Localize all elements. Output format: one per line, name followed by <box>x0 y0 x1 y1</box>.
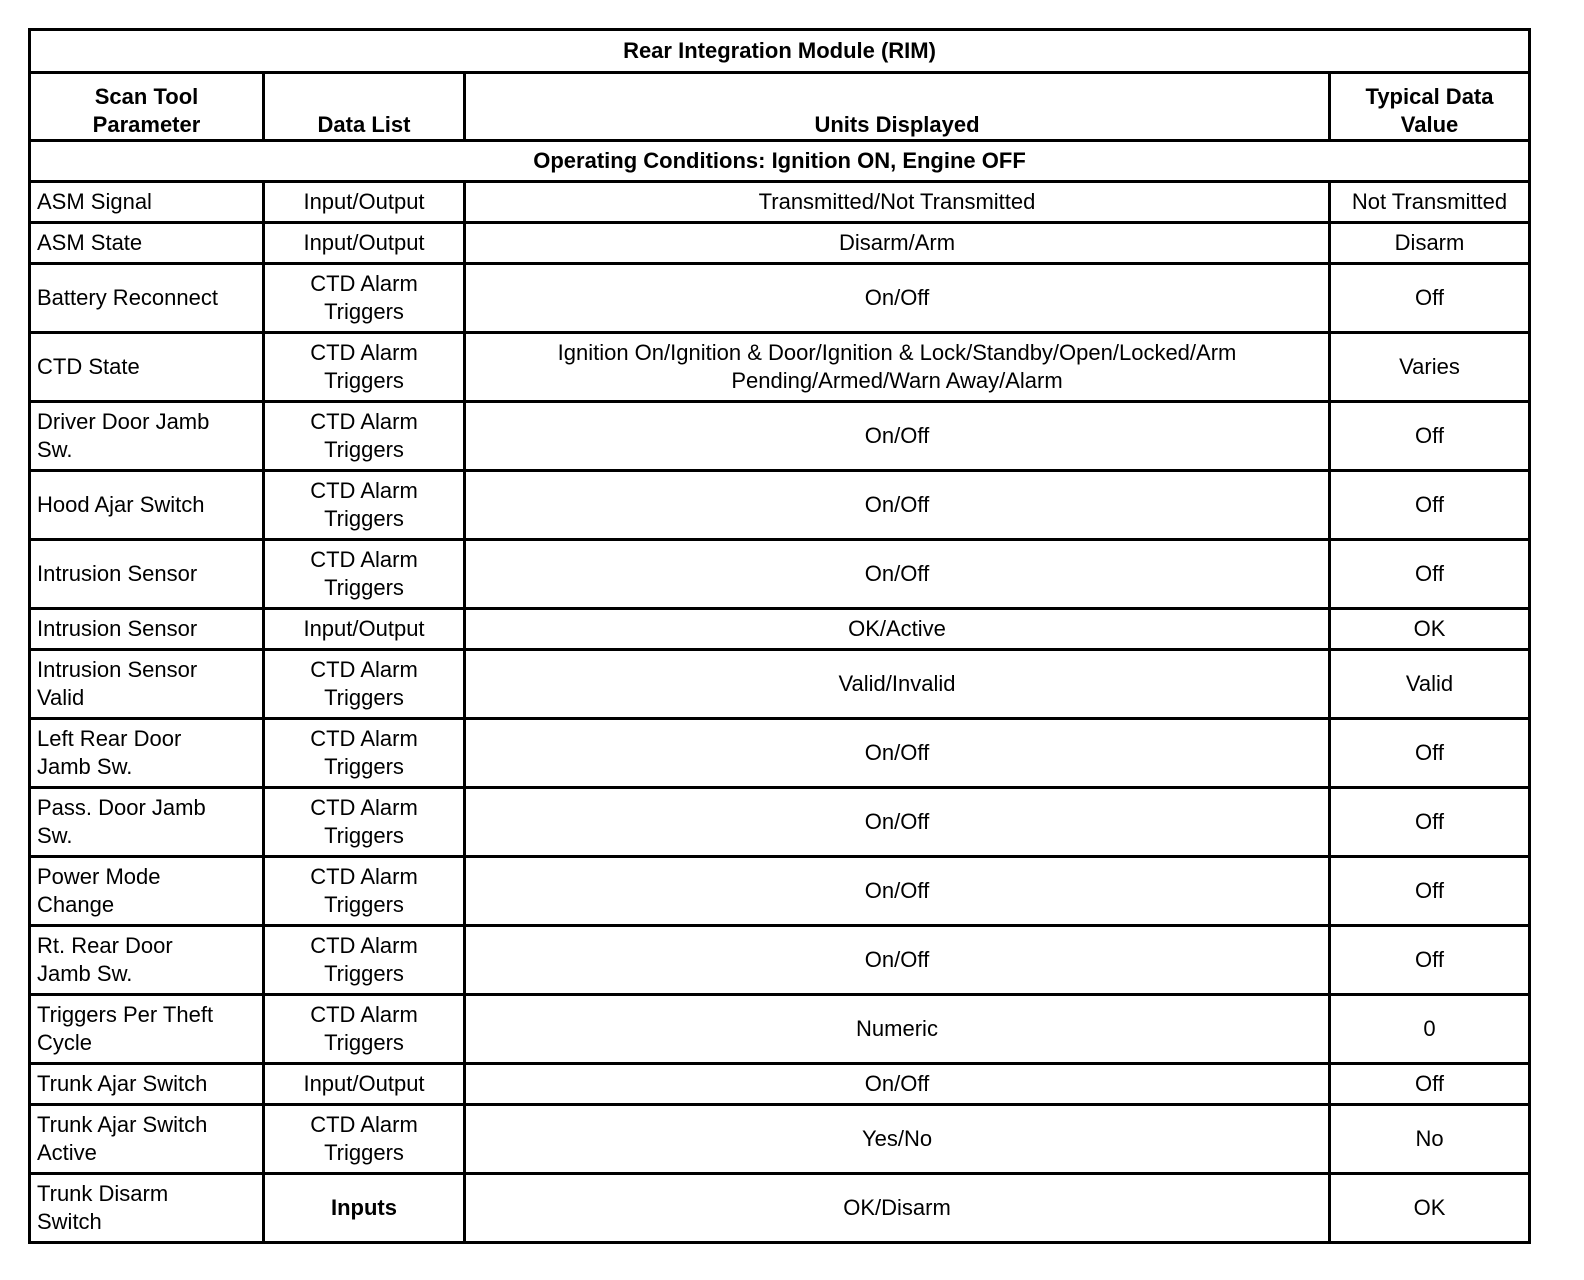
table-cell: Intrusion Sensor Valid <box>28 648 265 720</box>
table-cell: CTD Alarm Triggers <box>262 331 466 403</box>
table-cell: Varies <box>1327 331 1532 403</box>
table-cell: On/Off <box>463 469 1331 541</box>
table-cell: Disarm <box>1327 221 1532 265</box>
title-row: Rear Integration Module (RIM) <box>27 28 1532 74</box>
table-cell: Trunk Ajar Switch Active <box>28 1103 265 1175</box>
table-cell: Off <box>1327 717 1532 789</box>
data-row: Trunk Disarm Switch Inputs OK/Disarm OK <box>28 1172 1532 1244</box>
table-cell: Rt. Rear Door Jamb Sw. <box>28 924 265 996</box>
table-cell: Input/Output <box>262 607 466 651</box>
table-cell: Trunk Ajar Switch <box>28 1062 265 1106</box>
table-cell: CTD Alarm Triggers <box>262 648 466 720</box>
table-cell: Off <box>1327 924 1532 996</box>
table-cell: Yes/No <box>463 1103 1331 1175</box>
table-cell: On/Off <box>463 786 1331 858</box>
table-cell: Intrusion Sensor <box>28 607 265 651</box>
table-cell: ASM State <box>28 221 265 265</box>
data-row: Rt. Rear Door Jamb Sw. CTD Alarm Triggers… <box>28 924 1532 996</box>
header-cell: Data List <box>262 71 466 142</box>
table-cell: Input/Output <box>262 221 466 265</box>
table-title: Rear Integration Module (RIM) <box>27 28 1532 74</box>
data-row: Intrusion Sensor Valid CTD Alarm Triggers… <box>28 648 1532 720</box>
data-row: Power Mode Change CTD Alarm Triggers On/Of… <box>28 855 1532 927</box>
table-cell: Valid <box>1327 648 1532 720</box>
table-cell: OK/Disarm <box>463 1172 1331 1244</box>
header-row: Scan Tool Parameter Data List Units Displa… <box>28 71 1532 142</box>
table-cell: Disarm/Arm <box>463 221 1331 265</box>
table-cell: Ignition On/Ignition & Door/Ignition & L… <box>463 331 1331 403</box>
table-cell: OK/Active <box>463 607 1331 651</box>
table-body: Rear Integration Module (RIM) Scan Tool … <box>27 28 1532 1244</box>
table-cell: On/Off <box>463 855 1331 927</box>
table-cell: OK <box>1327 607 1532 651</box>
table-cell: CTD Alarm Triggers <box>262 469 466 541</box>
table-cell: Not Transmitted <box>1327 180 1532 224</box>
table-cell: CTD Alarm Triggers <box>262 786 466 858</box>
table-cell: CTD Alarm Triggers <box>262 1103 466 1175</box>
table-cell: On/Off <box>463 538 1331 610</box>
header-cell: Typical Data Value <box>1327 71 1532 142</box>
table-cell: Off <box>1327 469 1532 541</box>
table-cell: Off <box>1327 1062 1532 1106</box>
data-row: Hood Ajar Switch CTD Alarm Triggers On/Off… <box>28 469 1532 541</box>
condition-row: Operating Conditions: Ignition ON, Engin… <box>27 139 1532 183</box>
table-cell: CTD Alarm Triggers <box>262 262 466 334</box>
data-table: Rear Integration Module (RIM) Scan Tool … <box>27 28 1532 1244</box>
table-cell: Valid/Invalid <box>463 648 1331 720</box>
table-cell: On/Off <box>463 924 1331 996</box>
table-cell: Off <box>1327 855 1532 927</box>
table-cell: CTD Alarm Triggers <box>262 400 466 472</box>
table-cell: Off <box>1327 262 1532 334</box>
table-cell: Intrusion Sensor <box>28 538 265 610</box>
table-cell: CTD Alarm Triggers <box>262 717 466 789</box>
table-cell: 0 <box>1327 993 1532 1065</box>
header-cell: Units Displayed <box>463 71 1331 142</box>
data-row: ASM State Input/Output Disarm/Arm Disarm <box>28 221 1532 265</box>
table-cell: CTD Alarm Triggers <box>262 538 466 610</box>
table-cell: Left Rear Door Jamb Sw. <box>28 717 265 789</box>
table-cell: Input/Output <box>262 180 466 224</box>
table-cell: Trunk Disarm Switch <box>28 1172 265 1244</box>
data-row: Driver Door Jamb Sw. CTD Alarm Triggers On… <box>28 400 1532 472</box>
condition-cell: Operating Conditions: Ignition ON, Engin… <box>27 139 1532 183</box>
table-cell: Off <box>1327 786 1532 858</box>
table-cell: Power Mode Change <box>28 855 265 927</box>
table-cell: CTD Alarm Triggers <box>262 924 466 996</box>
table-cell: Triggers Per Theft Cycle <box>28 993 265 1065</box>
table-cell: Transmitted/Not Transmitted <box>463 180 1331 224</box>
table-cell: CTD State <box>28 331 265 403</box>
data-row: CTD State CTD Alarm Triggers Ignition On/I… <box>28 331 1532 403</box>
table-cell: Off <box>1327 538 1532 610</box>
data-row: Intrusion Sensor CTD Alarm Triggers On/Off… <box>28 538 1532 610</box>
data-row: ASM Signal Input/Output Transmitted/Not Tr… <box>28 180 1532 224</box>
table-cell: Input/Output <box>262 1062 466 1106</box>
data-row: Intrusion Sensor Input/Output OK/Active OK <box>28 607 1532 651</box>
data-row: Trunk Ajar Switch Input/Output On/Off Off <box>28 1062 1532 1106</box>
data-row: Triggers Per Theft Cycle CTD Alarm Trigge… <box>28 993 1532 1065</box>
table-cell: Battery Reconnect <box>28 262 265 334</box>
table-cell: On/Off <box>463 717 1331 789</box>
data-row: Battery Reconnect CTD Alarm Triggers On/Of… <box>28 262 1532 334</box>
table-cell: On/Off <box>463 1062 1331 1106</box>
table-cell: CTD Alarm Triggers <box>262 993 466 1065</box>
table-cell: On/Off <box>463 262 1331 334</box>
table-cell: Inputs <box>262 1172 466 1244</box>
table-cell: Off <box>1327 400 1532 472</box>
table-cell: On/Off <box>463 400 1331 472</box>
table-cell: Hood Ajar Switch <box>28 469 265 541</box>
data-row: Trunk Ajar Switch Active CTD Alarm Trigge… <box>28 1103 1532 1175</box>
table-cell: No <box>1327 1103 1532 1175</box>
header-cell: Scan Tool Parameter <box>28 71 265 142</box>
table-cell: ASM Signal <box>28 180 265 224</box>
table-cell: Numeric <box>463 993 1331 1065</box>
data-row: Pass. Door Jamb Sw. CTD Alarm Triggers On/… <box>28 786 1532 858</box>
data-row: Left Rear Door Jamb Sw. CTD Alarm Trigger… <box>28 717 1532 789</box>
table-cell: Pass. Door Jamb Sw. <box>28 786 265 858</box>
table-cell: OK <box>1327 1172 1532 1244</box>
table-cell: Driver Door Jamb Sw. <box>28 400 265 472</box>
table-cell: CTD Alarm Triggers <box>262 855 466 927</box>
